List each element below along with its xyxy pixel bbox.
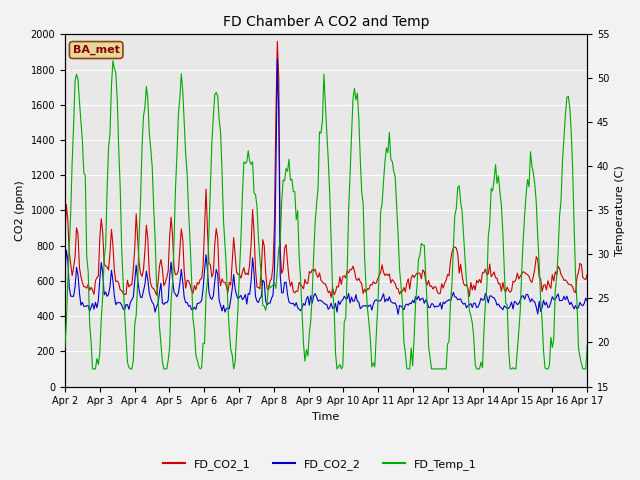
Title: FD Chamber A CO2 and Temp: FD Chamber A CO2 and Temp [223, 15, 429, 29]
Legend: FD_CO2_1, FD_CO2_2, FD_Temp_1: FD_CO2_1, FD_CO2_2, FD_Temp_1 [159, 455, 481, 474]
X-axis label: Time: Time [312, 412, 340, 422]
Text: BA_met: BA_met [73, 45, 120, 55]
Y-axis label: Temperature (C): Temperature (C) [615, 165, 625, 256]
Y-axis label: CO2 (ppm): CO2 (ppm) [15, 180, 25, 241]
